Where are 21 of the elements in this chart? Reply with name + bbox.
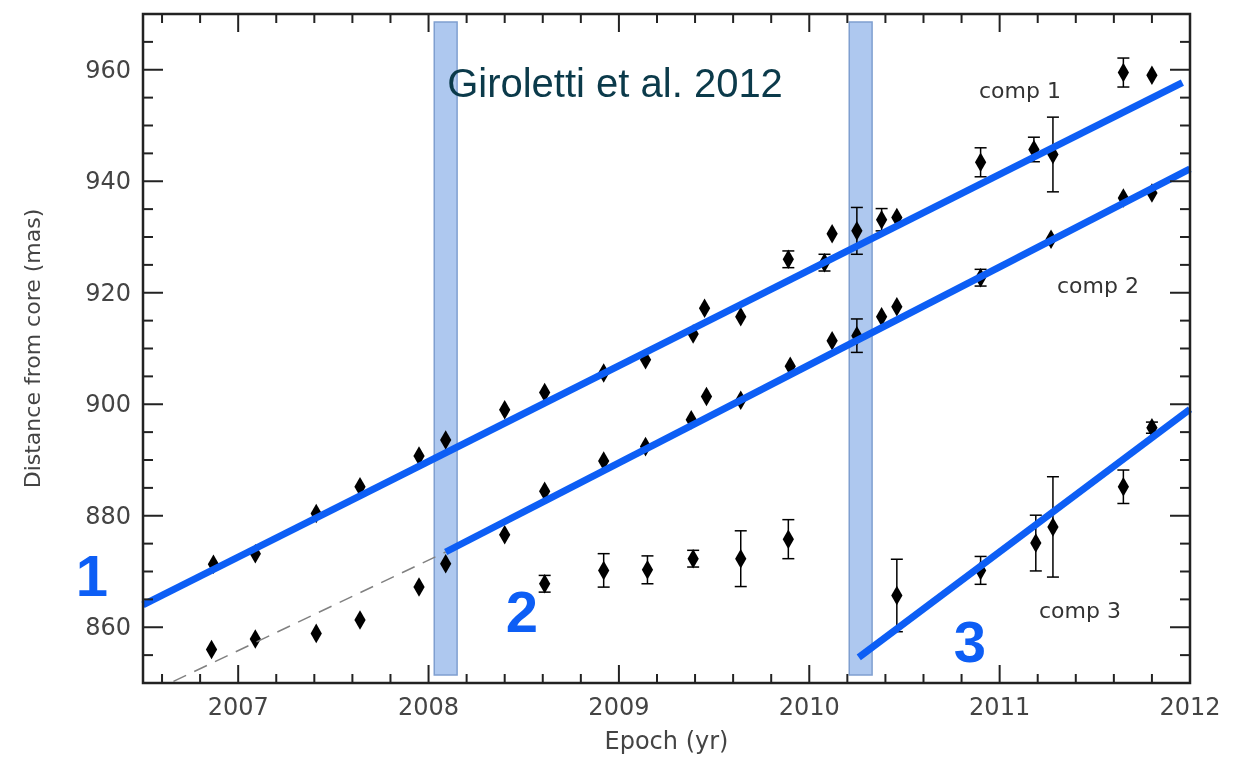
x-tick-label: 2012 [1159,693,1221,721]
x-tick-label: 2011 [969,693,1031,721]
x-tick-label: 2008 [398,693,460,721]
x-axis-title: Epoch (yr) [604,727,729,755]
y-axis-title: Distance from core (mas) [20,208,45,489]
annotation: Giroletti et al. 2012 [447,61,783,105]
annotation: 3 [953,609,987,674]
y-tick-label: 880 [85,501,131,530]
y-tick-label: 920 [85,278,131,307]
series-label: comp 1 [979,78,1061,103]
y-tick-label: 900 [85,390,131,419]
annotation: 2 [505,579,539,644]
x-tick-label: 2009 [588,693,650,721]
x-tick-label: 2007 [207,693,269,721]
text: comp 3 [1039,598,1121,623]
text: 1 [75,543,109,608]
x-tick-label: 2010 [778,693,840,721]
y-tick-label: 960 [85,55,131,84]
y-tick-label: 940 [85,167,131,196]
y-tick-label: 860 [85,613,131,642]
series-label: comp 2 [1057,273,1139,298]
